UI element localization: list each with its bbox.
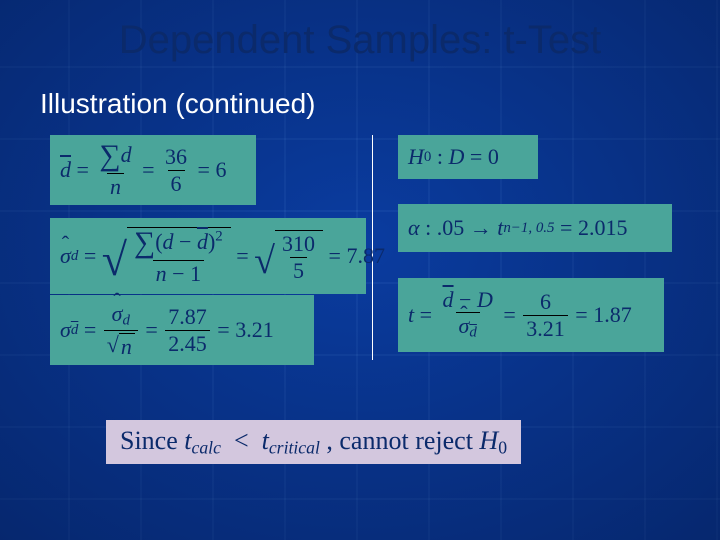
dbar-val: 6	[215, 157, 226, 183]
eq-alpha: α : .05 → tn−1, 0.5 = 2.015	[398, 204, 672, 252]
ssd-val: 310	[279, 232, 318, 256]
eq-dbar: d = ∑d n = 36 6 = 6	[50, 135, 256, 205]
h-sub: 0	[498, 437, 507, 457]
h-sym: H	[479, 426, 498, 455]
conc-lead: Since	[120, 426, 184, 455]
slide: Dependent Samples: t-Test Illustration (…	[0, 0, 720, 540]
crit-sub: n−1, 0.5	[503, 220, 554, 237]
sqrt-n: 2.45	[165, 330, 210, 355]
conc-mid: , cannot reject	[326, 426, 479, 455]
conclusion-box: Since tcalc < tcritical , cannot reject …	[106, 420, 521, 464]
eq-sigma-hat: σd = √ ∑(d − d)2 n − 1 = √ 310 5 = 7.87	[50, 218, 366, 294]
t-calc-sym: t	[184, 426, 191, 455]
n-val: 6	[168, 170, 185, 195]
eq-t: t = d − D σd = 6 3.21 = 1.87	[398, 278, 664, 352]
t-crit-sub: critical	[269, 437, 320, 457]
t-crit-val: 2.015	[578, 215, 628, 241]
t-calc-sub: calc	[192, 437, 221, 457]
t-den: 3.21	[523, 315, 568, 340]
se-num: 7.87	[165, 305, 210, 329]
h0-d: 0	[488, 144, 499, 170]
eq-se: σd = σd √n = 7.87 2.45 = 3.21	[50, 295, 314, 365]
t-num: 6	[537, 290, 554, 314]
t-calc-val: 1.87	[593, 302, 632, 328]
subtitle: Illustration (continued)	[40, 88, 315, 120]
alpha-val: .05	[437, 215, 465, 241]
eq-h0: H0 : D = 0	[398, 135, 538, 179]
sum-d: 36	[162, 145, 190, 169]
sd-hat-val: 7.87	[346, 243, 385, 269]
page-title: Dependent Samples: t-Test	[0, 18, 720, 63]
se-val: 3.21	[235, 317, 274, 343]
n-1-val: 5	[290, 257, 307, 282]
t-crit-sym: t	[262, 426, 269, 455]
